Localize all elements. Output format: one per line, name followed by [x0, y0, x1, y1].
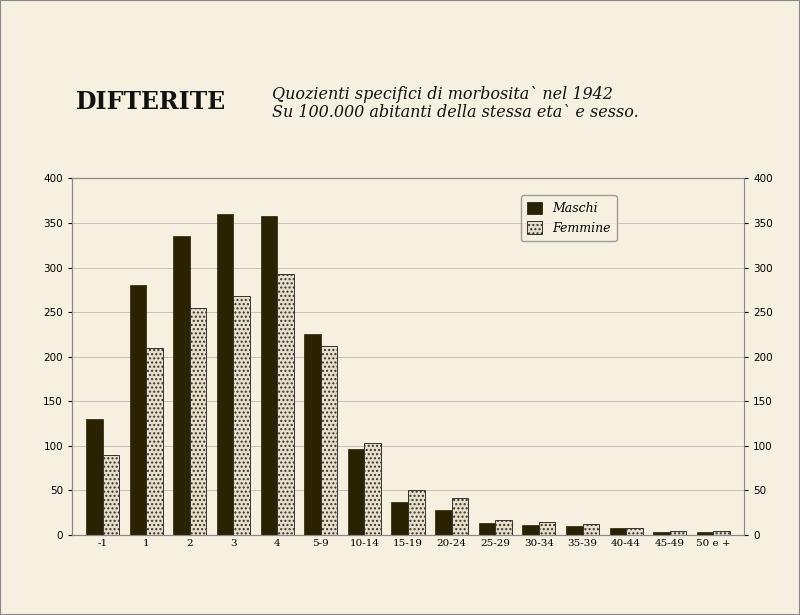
Bar	[348, 448, 364, 535]
Bar	[610, 528, 626, 535]
Bar	[146, 347, 162, 535]
Bar	[102, 455, 119, 535]
Bar	[522, 525, 539, 535]
Bar	[321, 346, 338, 535]
Bar	[495, 520, 512, 535]
Bar	[277, 274, 294, 535]
Text: DIFTERITE: DIFTERITE	[76, 90, 226, 114]
Bar	[364, 443, 381, 535]
Bar	[217, 214, 234, 535]
Bar	[408, 491, 425, 535]
Bar	[670, 531, 686, 535]
Bar	[304, 335, 321, 535]
Bar	[582, 525, 599, 535]
Bar	[234, 296, 250, 535]
Bar	[130, 285, 146, 535]
Bar	[452, 498, 468, 535]
Bar	[539, 522, 555, 535]
Bar	[654, 533, 670, 535]
Bar	[566, 526, 582, 535]
Bar	[391, 502, 408, 535]
Bar	[174, 236, 190, 535]
Bar	[435, 510, 452, 535]
Bar	[86, 419, 102, 535]
Bar	[714, 531, 730, 535]
Text: Su 100.000 abitanti della stessa eta` e sesso.: Su 100.000 abitanti della stessa eta` e …	[272, 104, 638, 121]
Text: Quozienti specifici di morbosita` nel 1942: Quozienti specifici di morbosita` nel 19…	[272, 86, 613, 103]
Bar	[261, 216, 277, 535]
Bar	[478, 523, 495, 535]
Legend: Maschi, Femmine: Maschi, Femmine	[521, 196, 617, 241]
Bar	[190, 308, 206, 535]
Bar	[697, 533, 714, 535]
Bar	[626, 528, 642, 535]
